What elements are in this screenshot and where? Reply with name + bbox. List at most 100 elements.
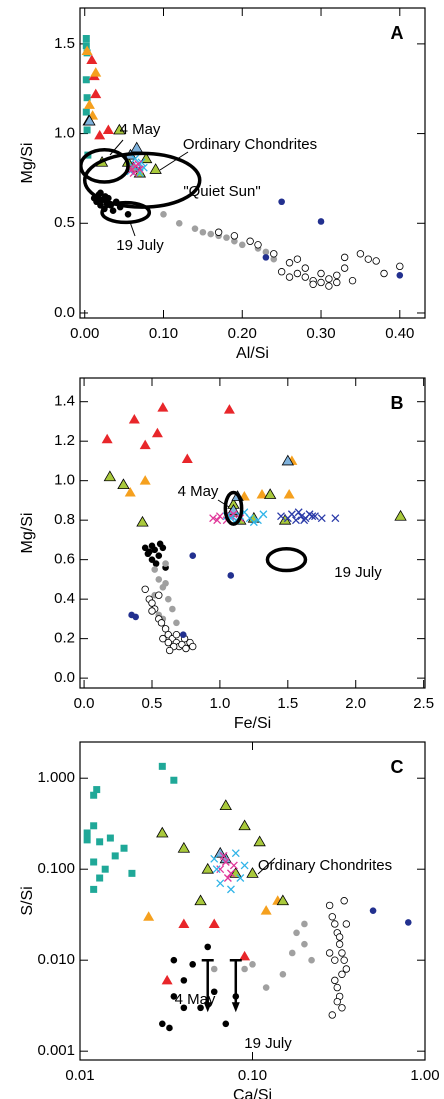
point [369,907,377,914]
point [169,605,176,613]
plot-frame [79,741,426,1061]
point [156,540,164,548]
point [331,920,339,928]
panel: 0.00 0.10 0.20 0.30 0.40 0.0 0.5 1.0 1.5 Al/Si Mg/… [19,7,426,362]
point [93,786,101,794]
point [103,470,117,482]
point [364,255,372,263]
point [164,638,172,647]
annotation: Ordinary Chondrites [183,136,317,153]
point [229,861,238,870]
point [209,514,218,523]
point [208,918,220,928]
point [340,897,348,905]
y-tick-label: 1.4 [54,393,75,410]
point [111,852,119,860]
point [227,572,235,579]
point [288,949,296,957]
leader-line [129,221,136,237]
point [97,189,104,197]
annotation: 19 July [244,1035,292,1052]
point [340,264,349,272]
point [82,76,90,84]
point [83,114,96,126]
point [136,515,149,527]
point [170,993,178,1000]
point [172,630,181,639]
point [223,234,230,241]
point [301,920,308,928]
point [281,454,295,466]
point [331,976,339,985]
point [151,566,159,573]
point [301,273,309,281]
point [179,631,187,638]
annotation: 19 July [334,564,382,581]
point [308,956,315,964]
x-tick-label: 2.0 [345,695,366,712]
point [263,488,277,499]
y-tick-label: 1.2 [54,432,75,449]
point [210,988,218,996]
y-tick-label: 1.000 [37,769,75,786]
point [148,599,156,607]
point [246,867,259,878]
composition-ellipse [265,547,308,573]
point [348,276,357,285]
point [161,974,173,985]
point [207,230,215,238]
point [216,879,225,888]
panel-label: A [391,23,404,43]
point [396,262,404,271]
point [342,965,351,973]
point [249,518,258,527]
point [301,940,308,948]
point [262,248,270,256]
point [223,404,235,414]
plot-area [80,34,404,290]
point [328,1011,336,1019]
point [223,874,232,882]
point [148,556,156,563]
y-tick-label: 0.100 [37,860,75,877]
composition-ellipse [223,490,244,526]
upper-limit [201,958,214,1007]
point [226,869,235,878]
point [180,1004,188,1012]
y-axis-label: Mg/Si [19,143,36,184]
point [216,865,225,874]
y-tick-label: 1.0 [54,125,75,142]
point [325,282,333,290]
point [134,160,143,169]
point [181,453,193,463]
point [90,822,98,830]
x-axis-label: Fe/Si [234,715,271,732]
point [335,940,344,948]
point [338,970,346,978]
point [240,861,249,870]
point [164,595,172,603]
panel-label: B [391,393,404,413]
point [283,488,295,499]
point [82,42,90,50]
y-tick-label: 1.0 [54,472,75,489]
x-tick-label: 0.10 [238,1067,267,1084]
point [199,228,207,236]
point [335,933,344,941]
point [157,402,169,412]
point [139,163,148,172]
point [259,510,268,519]
upper-limit-arrow [203,1002,212,1013]
point [189,642,197,651]
point [342,920,351,928]
point [90,88,102,99]
point [222,1020,230,1028]
point [96,874,104,882]
point [340,956,348,964]
point [249,961,256,968]
leader-line [109,139,124,156]
x-tick-label: 2.5 [413,695,434,712]
point [287,510,296,519]
point [317,514,326,523]
point [177,841,191,853]
